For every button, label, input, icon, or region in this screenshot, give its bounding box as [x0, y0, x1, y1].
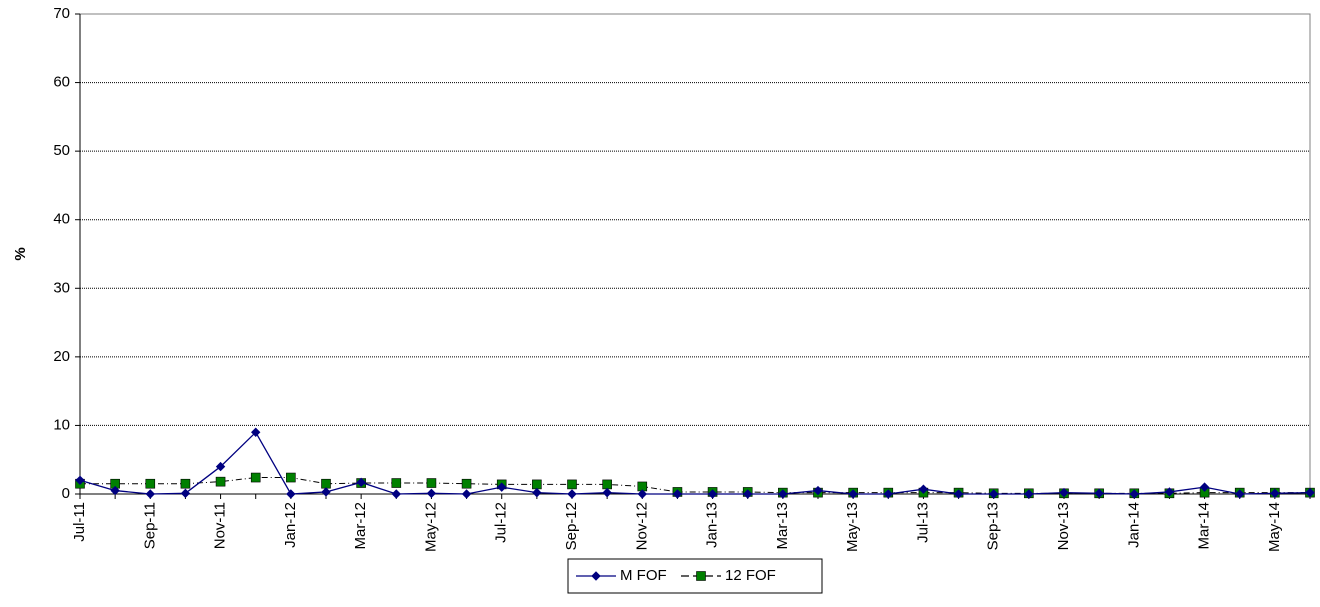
data-point [1024, 489, 1034, 499]
data-point [813, 485, 823, 496]
y-tick-label: 50 [53, 142, 70, 159]
data-point [883, 489, 893, 499]
data-point [75, 475, 85, 485]
data-point [426, 478, 437, 488]
x-tick-label: Nov-13 [1055, 502, 1072, 550]
x-tick-label: Mar-13 [774, 502, 791, 550]
data-point [426, 488, 437, 499]
data-point [461, 478, 472, 489]
legend-label: M FOF [620, 567, 667, 584]
x-tick-label: Nov-12 [633, 502, 650, 550]
data-point [250, 472, 261, 483]
data-point [145, 478, 156, 489]
y-tick-label: 70 [53, 5, 70, 22]
x-tick-label: Jan-14 [1125, 502, 1142, 548]
data-point [1270, 488, 1280, 499]
series-line [80, 477, 1310, 494]
x-tick-label: Mar-12 [352, 502, 369, 550]
y-tick-label: 40 [53, 211, 70, 228]
y-axis-title: % [12, 247, 29, 260]
data-point [497, 482, 507, 492]
data-point [953, 489, 964, 499]
series-m-fof [75, 427, 1315, 499]
data-point [637, 489, 647, 499]
y-tick-label: 60 [53, 74, 70, 91]
data-point [743, 489, 753, 499]
data-point [215, 461, 226, 472]
legend-swatch-marker [696, 571, 706, 581]
data-point [989, 489, 999, 499]
series-lines [75, 427, 1315, 499]
data-point [602, 479, 612, 490]
data-point [356, 477, 366, 488]
y-tick-label: 0 [62, 485, 70, 502]
data-point [1059, 487, 1069, 498]
x-tick-label: Sep-13 [985, 502, 1002, 550]
data-point [180, 488, 191, 499]
x-tick-label: Jan-13 [704, 502, 721, 548]
data-point [1199, 482, 1210, 492]
data-point [1305, 487, 1315, 498]
data-point [1129, 489, 1139, 499]
data-point [286, 472, 296, 483]
x-tick-label: Jan-12 [282, 502, 299, 548]
data-point [251, 427, 261, 437]
legend: M FOF 12 FOF [567, 558, 823, 594]
data-point [215, 476, 226, 487]
x-tick-label: Jul-11 [71, 502, 88, 542]
data-point [567, 479, 577, 490]
data-point [918, 484, 929, 494]
data-point [1235, 489, 1245, 499]
x-tick-label: Nov-11 [212, 502, 229, 549]
x-tick-label: Jul-12 [493, 502, 510, 543]
data-point [286, 489, 296, 499]
plot-area [79, 13, 1311, 495]
data-point [180, 478, 191, 489]
data-point [321, 487, 331, 497]
x-tick-label: Mar-14 [1196, 502, 1213, 550]
data-point [461, 489, 472, 499]
axes: 0 10 20 30 40 50 60 70 Jul-11 Sep-11 Nov-11 Jan-12 M… [53, 5, 1311, 552]
x-tick-label: May-13 [844, 502, 861, 552]
data-point [532, 479, 542, 490]
data-point [391, 489, 401, 499]
legend-label: 12 FOF [725, 567, 776, 584]
x-tick-label: May-14 [1266, 502, 1283, 552]
data-point [110, 485, 120, 496]
data-point [1164, 487, 1175, 497]
data-point [602, 487, 612, 498]
data-point [567, 489, 577, 499]
legend-swatch-marker [591, 571, 601, 581]
data-point [778, 489, 788, 499]
x-tick-label: May-12 [422, 502, 439, 552]
data-point [145, 489, 155, 499]
data-point [1094, 488, 1104, 499]
data-point [321, 478, 331, 489]
data-point [848, 489, 858, 499]
y-tick-label: 10 [53, 416, 70, 433]
data-point [707, 489, 718, 499]
data-point [532, 487, 542, 498]
data-point [391, 478, 402, 488]
grid-lines [80, 82, 1310, 426]
y-tick-label: 20 [53, 348, 70, 365]
data-point [672, 489, 683, 499]
x-tick-label: Jul-13 [914, 502, 931, 543]
y-tick-label: 30 [53, 279, 70, 296]
x-tick-label: Sep-11 [141, 502, 158, 549]
x-tick-label: Sep-12 [563, 502, 580, 550]
series-line [79, 431, 1311, 495]
